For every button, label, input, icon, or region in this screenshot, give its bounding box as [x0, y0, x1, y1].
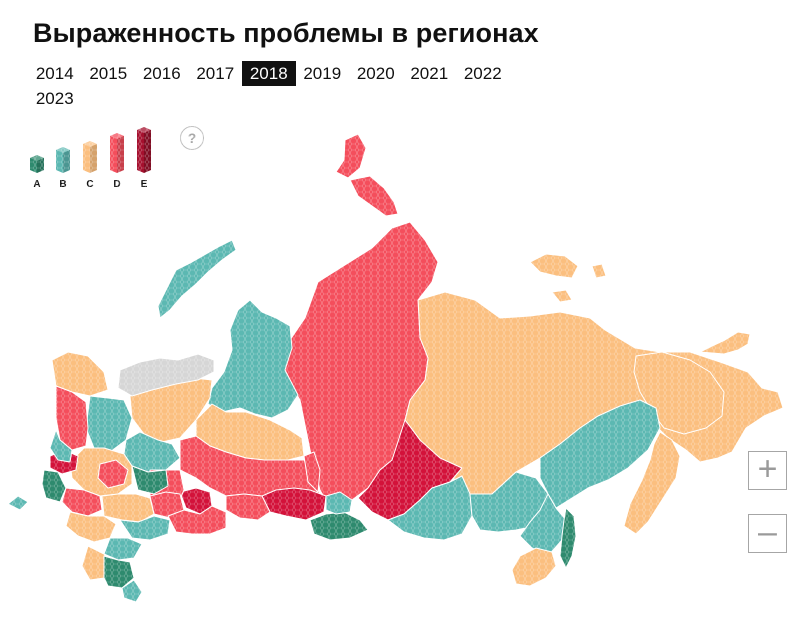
region-crimea[interactable] — [7, 495, 29, 511]
region-voronezh[interactable] — [101, 493, 155, 523]
year-tab-2018[interactable]: 2018 — [242, 61, 296, 86]
year-tab-2022[interactable]: 2022 — [463, 64, 502, 83]
year-tab-2021[interactable]: 2021 — [410, 64, 449, 83]
year-tab-2020[interactable]: 2020 — [356, 64, 395, 83]
year-tab-2015[interactable]: 2015 — [89, 64, 128, 83]
year-tab-2014[interactable]: 2014 — [35, 64, 74, 83]
year-selector: 2014 2015 2016 2017 2018 2019 2020 2021 2022 2023 — [28, 61, 568, 111]
zoom-in-button[interactable]: + — [748, 451, 787, 490]
region-new-siberian-islands[interactable] — [529, 253, 607, 303]
region-altai[interactable] — [309, 511, 369, 541]
region-novosibirsk[interactable] — [261, 487, 327, 521]
region-yamal[interactable] — [207, 299, 299, 419]
year-tab-2019[interactable]: 2019 — [303, 64, 342, 83]
russia-region-map — [0, 120, 800, 617]
year-tab-2017[interactable]: 2017 — [196, 64, 235, 83]
page-title: Выраженность проблемы в регионах — [33, 18, 539, 48]
region-severnaya-zemlya[interactable] — [335, 133, 399, 217]
year-tab-2023[interactable]: 2023 — [35, 89, 74, 108]
region-primorye[interactable] — [511, 547, 557, 587]
region-smolensk[interactable] — [41, 469, 67, 503]
region-novaya-zemlya[interactable] — [157, 239, 237, 319]
zoom-out-button[interactable]: – — [748, 514, 787, 553]
region-volgograd[interactable] — [103, 537, 143, 561]
region-chukotka[interactable] — [699, 331, 751, 355]
region-omsk[interactable] — [225, 493, 271, 521]
year-tab-2016[interactable]: 2016 — [142, 64, 181, 83]
